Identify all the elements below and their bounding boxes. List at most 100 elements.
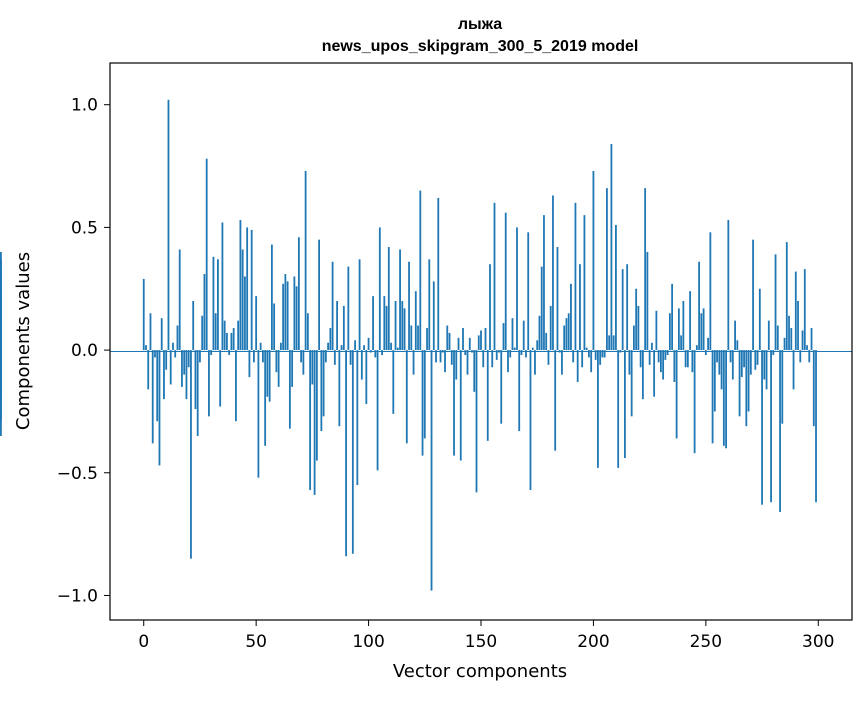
- bar: [324, 350, 327, 363]
- bar: [347, 266, 350, 351]
- bar: [534, 350, 536, 375]
- bar: [410, 325, 413, 351]
- bar: [738, 350, 741, 417]
- bar: [295, 286, 298, 351]
- bar: [684, 350, 687, 368]
- bar: [354, 340, 356, 351]
- bar: [783, 337, 786, 351]
- bar: [192, 301, 195, 351]
- bar: [351, 350, 354, 554]
- bar: [291, 350, 294, 387]
- bar: [500, 350, 503, 424]
- bar: [268, 350, 271, 402]
- x-tick-label: 150: [465, 632, 497, 652]
- bar: [297, 237, 300, 351]
- bar: [567, 313, 570, 351]
- x-axis: 0 50 100 150 200 250 300: [138, 620, 834, 652]
- bar: [437, 197, 440, 351]
- bar: [531, 347, 534, 351]
- bar: [302, 350, 305, 375]
- bar: [342, 305, 345, 351]
- bar: [633, 325, 635, 351]
- bar: [761, 350, 763, 505]
- bar: [387, 247, 390, 351]
- bar: [543, 215, 545, 351]
- bar: [385, 305, 388, 351]
- bar: [725, 350, 727, 449]
- bar: [545, 332, 548, 351]
- bar: [594, 350, 597, 360]
- bar: [248, 350, 251, 378]
- bar: [214, 313, 217, 351]
- bar: [617, 350, 620, 468]
- bar: [205, 158, 208, 351]
- bar: [405, 350, 408, 444]
- bar: [781, 350, 784, 424]
- bar: [459, 350, 462, 461]
- bar: [790, 328, 793, 351]
- bar: [736, 340, 739, 351]
- bar: [680, 335, 683, 351]
- bar: [212, 256, 215, 351]
- bar: [466, 350, 469, 375]
- bar: [448, 332, 451, 351]
- bar: [507, 350, 509, 373]
- bar: [142, 278, 145, 351]
- bar: [147, 350, 150, 390]
- bar: [432, 281, 435, 351]
- bar: [659, 350, 662, 373]
- bar: [239, 220, 242, 351]
- bar: [183, 350, 186, 375]
- bar: [624, 350, 626, 459]
- bar: [439, 350, 442, 363]
- bar: [178, 249, 181, 351]
- bar: [671, 283, 674, 351]
- bar: [151, 350, 154, 444]
- bar: [241, 249, 244, 351]
- bar: [381, 350, 383, 355]
- bar: [286, 281, 289, 351]
- bar: [259, 342, 262, 351]
- bar: [426, 328, 428, 351]
- bar: [412, 350, 415, 375]
- bar: [288, 350, 291, 429]
- bar: [401, 301, 404, 351]
- bar: [372, 296, 374, 351]
- bar: [588, 350, 590, 358]
- bar: [592, 170, 595, 351]
- bar: [743, 350, 745, 368]
- x-tick-label: 50: [245, 632, 267, 652]
- bar: [812, 350, 815, 427]
- x-tick-label: 250: [690, 632, 722, 652]
- bar: [606, 188, 608, 351]
- bar: [230, 332, 233, 351]
- y-axis-label: Components values: [13, 252, 34, 430]
- bar: [446, 325, 449, 351]
- bar: [217, 259, 219, 351]
- bar: [774, 254, 777, 351]
- bar: [484, 328, 487, 351]
- bar: [428, 259, 431, 351]
- bar: [486, 350, 489, 441]
- bar: [686, 350, 689, 368]
- bar: [482, 350, 485, 368]
- bar: [165, 350, 168, 370]
- bar: [810, 328, 813, 351]
- bar: [156, 350, 159, 422]
- bar: [522, 320, 525, 351]
- bar: [644, 188, 647, 351]
- bar: [279, 342, 282, 351]
- bar: [513, 347, 516, 351]
- bar: [590, 350, 593, 373]
- bar: [318, 239, 321, 351]
- bar: [756, 350, 759, 365]
- bar: [657, 350, 660, 363]
- bar: [538, 315, 541, 351]
- bar: [621, 269, 624, 351]
- bar: [574, 202, 577, 351]
- bar: [333, 350, 336, 365]
- bar: [228, 350, 231, 355]
- bar: [722, 350, 725, 446]
- bar: [599, 350, 602, 365]
- bar: [639, 350, 642, 368]
